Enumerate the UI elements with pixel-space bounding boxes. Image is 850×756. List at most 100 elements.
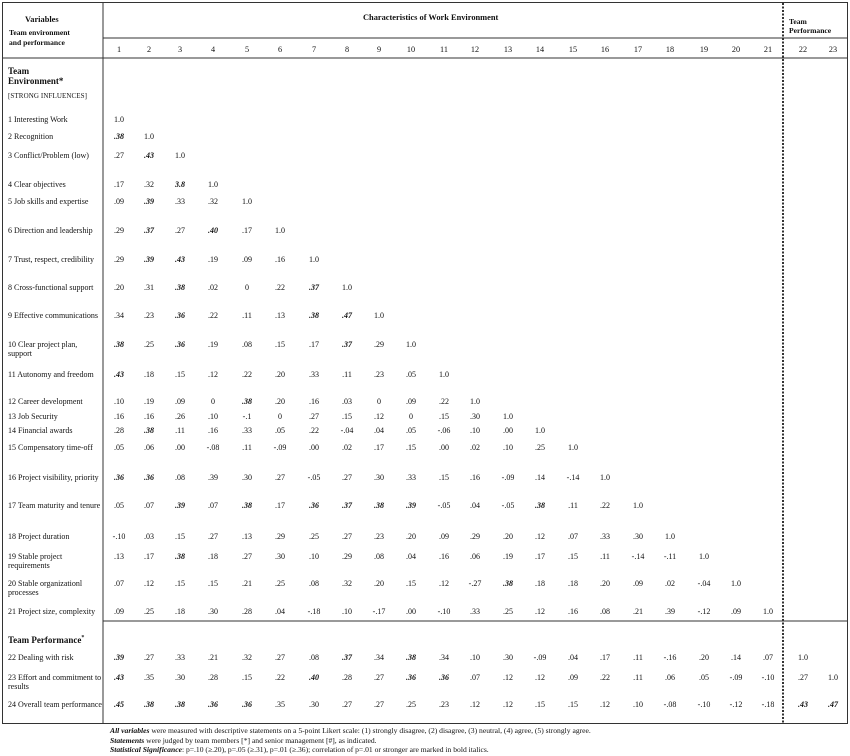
cell-r16-c6: .27 [275, 473, 285, 482]
cell-r10-c1: .38 [114, 340, 124, 349]
cell-r22-c3: .33 [175, 653, 185, 662]
cell-r13-c1: .16 [114, 412, 124, 421]
cell-r22-c1: .39 [114, 653, 124, 662]
table-notes: All variables were measured with descrip… [110, 726, 845, 755]
column-number-17: 17 [633, 45, 643, 54]
cell-r7-c4: .19 [208, 255, 218, 264]
cell-r24-c19: -.10 [697, 700, 711, 709]
cell-r2-c1: .38 [114, 132, 124, 141]
cell-r24-c22: .43 [798, 700, 808, 709]
cell-r9-c9: 1.0 [374, 311, 384, 320]
cell-r16-c12: .16 [470, 473, 480, 482]
cell-r11-c10: .05 [406, 370, 416, 379]
cell-r10-c7: .17 [309, 340, 319, 349]
cell-r15-c12: .02 [470, 443, 480, 452]
cell-r24-c13: .12 [503, 700, 513, 709]
row-label-19: 19 Stable project requirements [8, 552, 63, 570]
cell-r7-c3: .43 [175, 255, 185, 264]
column-number-22: 22 [798, 45, 808, 54]
variables-title: Variables [25, 15, 59, 24]
variables-sub-2: and performance [9, 38, 65, 47]
row-label-8: 8 Cross-functional support [8, 283, 94, 292]
cell-r10-c9: .29 [374, 340, 384, 349]
cell-r20-c9: .20 [374, 579, 384, 588]
cell-r21-c10: .00 [406, 607, 416, 616]
cell-r22-c13: .30 [503, 653, 513, 662]
cell-r21-c14: .12 [535, 607, 545, 616]
cell-r23-c3: .30 [175, 673, 185, 682]
row-label-18: 18 Project duration [8, 532, 70, 541]
cell-r21-c8: .10 [342, 607, 352, 616]
cell-r11-c4: .12 [208, 370, 218, 379]
cell-r21-c12: .33 [470, 607, 480, 616]
cell-r19-c12: .06 [470, 552, 480, 561]
cell-r21-c21: 1.0 [763, 607, 773, 616]
cell-r15-c3: .00 [175, 443, 185, 452]
row-label-3: 3 Conflict/Problem (low) [8, 151, 89, 160]
column-number-3: 3 [177, 45, 183, 54]
cell-r20-c16: .20 [600, 579, 610, 588]
cell-r15-c11: .00 [439, 443, 449, 452]
row-label-20: 20 Stable organizationl processes [8, 579, 83, 597]
cell-r7-c6: .16 [275, 255, 285, 264]
cell-r20-c14: .18 [535, 579, 545, 588]
cell-r20-c2: .12 [144, 579, 154, 588]
cell-r23-c19: .05 [699, 673, 709, 682]
cell-r16-c10: .33 [406, 473, 416, 482]
note-likert: All variables were measured with descrip… [110, 726, 591, 735]
cell-r24-c17: .10 [633, 700, 643, 709]
cell-r22-c15: .04 [568, 653, 578, 662]
cell-r10-c8: .37 [342, 340, 352, 349]
cell-r5-c1: .09 [114, 197, 124, 206]
cell-r4-c2: .32 [144, 180, 154, 189]
cell-r22-c17: .11 [633, 653, 643, 662]
cell-r18-c18: 1.0 [665, 532, 675, 541]
cell-r17-c15: .11 [568, 501, 578, 510]
team-performance-title-1: Team [789, 17, 807, 26]
cell-r11-c6: .20 [275, 370, 285, 379]
cell-r24-c20: -.12 [729, 700, 743, 709]
cell-r21-c19: -.12 [697, 607, 711, 616]
cell-r9-c3: .36 [175, 311, 185, 320]
cell-r20-c15: .18 [568, 579, 578, 588]
column-number-12: 12 [470, 45, 480, 54]
cell-r10-c6: .15 [275, 340, 285, 349]
cell-r22-c12: .10 [470, 653, 480, 662]
cell-r19-c2: .17 [144, 552, 154, 561]
cell-r22-c16: .17 [600, 653, 610, 662]
cell-r12-c4: 0 [211, 397, 215, 406]
cell-r21-c15: .16 [568, 607, 578, 616]
cell-r18-c15: .07 [568, 532, 578, 541]
cell-r15-c15: 1.0 [568, 443, 578, 452]
cell-r17-c16: .22 [600, 501, 610, 510]
cell-r12-c1: .10 [114, 397, 124, 406]
cell-r19-c11: .16 [439, 552, 449, 561]
cell-r17-c17: 1.0 [633, 501, 643, 510]
cell-r21-c6: .04 [275, 607, 285, 616]
cell-r18-c7: .25 [309, 532, 319, 541]
column-number-4: 4 [210, 45, 216, 54]
cell-r6-c4: .40 [208, 226, 218, 235]
cell-r23-c5: .15 [242, 673, 252, 682]
cell-r13-c11: .15 [439, 412, 449, 421]
cell-r22-c10: .38 [406, 653, 416, 662]
cell-r23-c7: .40 [309, 673, 319, 682]
cell-r21-c9: -.17 [372, 607, 386, 616]
section-team-performance: Team Performance* [8, 635, 85, 645]
cell-r6-c3: .27 [175, 226, 185, 235]
cell-r16-c4: .39 [208, 473, 218, 482]
cell-r14-c4: .16 [208, 426, 218, 435]
cell-r7-c7: 1.0 [309, 255, 319, 264]
cell-r18-c13: .20 [503, 532, 513, 541]
cell-r18-c9: .23 [374, 532, 384, 541]
cell-r10-c4: .19 [208, 340, 218, 349]
cell-r9-c4: .22 [208, 311, 218, 320]
cell-r22-c4: .21 [208, 653, 218, 662]
cell-r12-c2: .19 [144, 397, 154, 406]
row-label-12: 12 Career development [8, 397, 83, 406]
cell-r16-c2: .36 [144, 473, 154, 482]
section-team-environment-1: Team [8, 66, 30, 76]
cell-r4-c1: .17 [114, 180, 124, 189]
cell-r9-c2: .23 [144, 311, 154, 320]
cell-r20-c4: .15 [208, 579, 218, 588]
